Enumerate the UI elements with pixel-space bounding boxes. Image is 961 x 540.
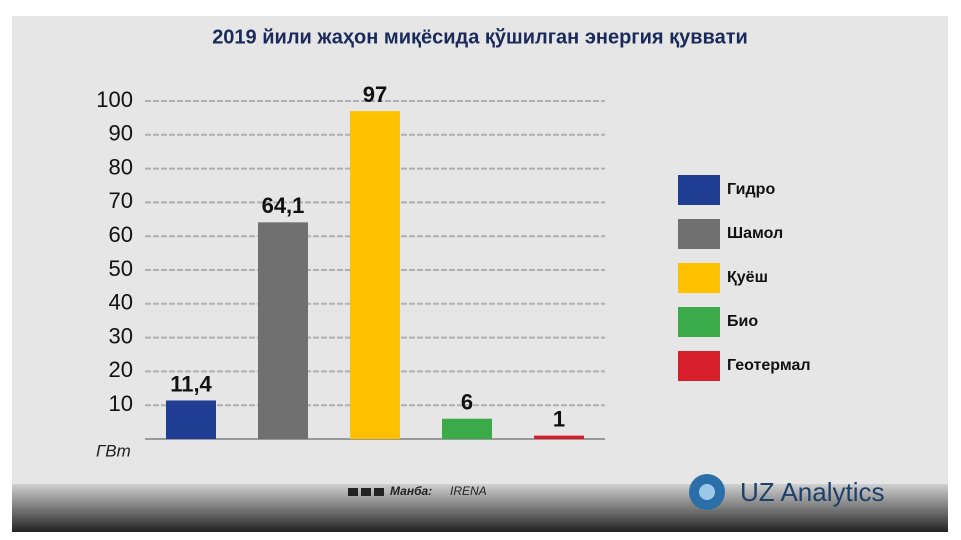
brand-logo: [699, 484, 715, 500]
y-tick-label: 60: [109, 222, 133, 247]
value-label: 1: [553, 406, 565, 431]
source-marker: [374, 488, 384, 496]
source-marker: [361, 488, 371, 496]
panel: [12, 16, 948, 484]
y-axis-label: ГВт: [96, 441, 131, 460]
source-label: Манба:: [390, 484, 432, 498]
source: IRENA: [450, 484, 487, 498]
legend-label: Гидро: [727, 181, 775, 198]
y-tick-label: 70: [109, 188, 133, 213]
value-label: 6: [461, 390, 473, 415]
legend-swatch: [678, 263, 720, 293]
bar: [350, 111, 400, 439]
y-tick-label: 80: [109, 154, 133, 179]
legend-swatch: [678, 307, 720, 337]
chart-title: 2019 йили жаҳон миқёсида қўшилган энерги…: [212, 26, 748, 48]
y-tick-label: 10: [109, 391, 133, 416]
legend-swatch: [678, 351, 720, 381]
value-label: 97: [363, 82, 387, 107]
y-tick-label: 20: [109, 357, 133, 382]
legend-label: Қуёш: [727, 269, 768, 286]
brand: UZ Analytics: [740, 477, 885, 507]
legend-label: Шамол: [727, 225, 783, 242]
y-tick-label: 40: [109, 290, 133, 315]
legend-label: Био: [727, 313, 758, 330]
legend-swatch: [678, 175, 720, 205]
y-tick-label: 100: [96, 87, 133, 112]
bar: [534, 435, 584, 439]
footer: [12, 484, 948, 532]
y-tick-label: 90: [109, 121, 133, 146]
value-label: 11,4: [170, 371, 212, 396]
y-tick-label: 30: [109, 323, 133, 348]
bar: [442, 418, 492, 439]
bar: [166, 400, 216, 439]
value-label: 64,1: [262, 193, 305, 218]
legend-label: Геотермал: [727, 357, 811, 374]
bar: [258, 222, 308, 439]
source-marker: [348, 488, 358, 496]
y-tick-label: 50: [109, 256, 133, 281]
legend-swatch: [678, 219, 720, 249]
